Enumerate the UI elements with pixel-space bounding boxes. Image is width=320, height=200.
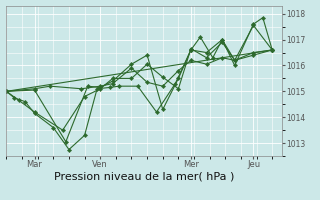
X-axis label: Pression niveau de la mer( hPa ): Pression niveau de la mer( hPa ) — [54, 172, 234, 182]
